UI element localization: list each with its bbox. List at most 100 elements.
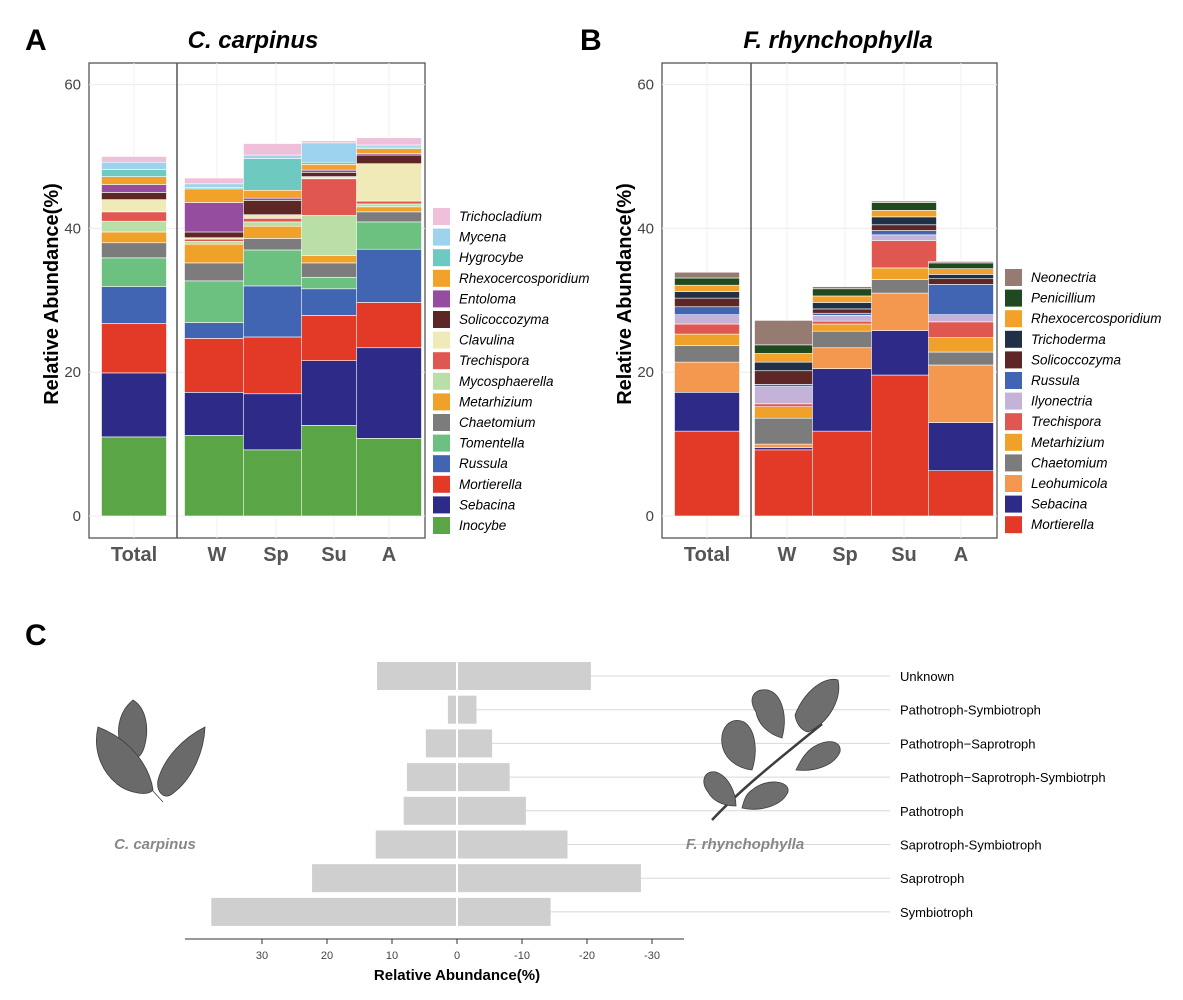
c-x-tick-label: 30 [256,950,268,962]
a-bar-total-sebacina [101,372,167,438]
a-bar-sp-trichocladium [243,143,309,156]
b-legend-swatch [1005,372,1022,389]
b-x-tick-label: W [778,544,797,566]
a-legend-swatch [433,228,450,246]
b-bar-su-solicoccozyma [871,224,937,231]
b-bar-su-ilyonectria [871,234,937,241]
a-legend-label: Entoloma [459,291,517,306]
a-bar-sp-entoloma [243,197,309,201]
b-legend-swatch [1005,289,1022,307]
c-bar-left-3 [406,763,457,792]
c-category-label: Symbiotroph [900,905,973,920]
b-y-tick-label: 40 [637,220,654,237]
a-legend-swatch [433,434,450,452]
c-x-tick-label: -10 [514,950,530,962]
b-legend-swatch [1005,413,1022,431]
panel-a-legend: Trichocladium Mycena Hygrocybe Rhexocercosp… [433,208,590,534]
a-bar-total-trechispora [101,211,167,222]
a-bar-sp-clavulina [243,214,309,219]
b-bar-w-penicillium [754,344,820,354]
a-bar-w-trechispora [184,238,250,242]
a-legend-label: Mortierella [459,477,523,492]
b-bar-total-sebacina [674,392,740,432]
c-bar-left-7 [211,897,457,926]
rhynchophylla-leaf-illustration [703,678,841,821]
b-bar-su-mortierella [871,374,937,517]
a-bar-w-metarhizium [184,243,250,264]
b-bar-a-penicillium [928,262,994,269]
panel-b-y-axis-label: Relative Abundance(%) [614,183,636,405]
b-legend-swatch [1005,433,1022,451]
b-legend-swatch [1005,495,1022,513]
a-bar-w-tomentella [184,280,250,323]
b-x-tick-label: Su [891,544,917,566]
b-bar-total-metarhizium [674,333,740,346]
b-bar-a-trechispora [928,321,994,338]
b-bar-w-trichoderma [754,361,820,372]
b-bar-total-ilyonectria [674,314,740,325]
b-legend-label: Rhexocercosporidium [1031,311,1162,326]
b-bar-su-trichoderma [871,216,937,226]
panel-a-plot: 0 20 40 60 Total W Sp Su A [64,62,426,566]
b-bar-a-mortierella [928,470,994,517]
b-bar-w-russula [754,384,820,387]
a-bar-w-entoloma [184,202,250,233]
b-bar-w-leohumicola [754,443,820,448]
a-bar-sp-mycena [243,154,309,159]
b-legend-swatch [1005,454,1022,472]
species-label-left: C. carpinus [114,836,196,853]
b-bar-a-metarhizium [928,337,994,353]
b-legend-swatch [1005,330,1022,348]
a-legend-swatch [433,496,450,514]
a-bar-sp-sebacina [243,393,309,451]
b-bar-sp-metarhizium [812,323,878,332]
b-legend-label: Russula [1031,373,1080,388]
a-bar-a-clavulina [356,163,422,202]
b-bar-a-rhexocercosporidium [928,268,994,275]
a-legend-swatch [433,249,450,267]
panel-a-letter: A [25,24,47,57]
a-legend-swatch [433,208,450,225]
a-y-tick-label: 60 [64,77,81,94]
a-bar-total-entoloma [101,184,167,193]
b-bar-su-chaetomium [871,279,937,294]
a-bar-total-clavulina [101,199,167,213]
a-bar-sp-hygrocybe [243,158,309,191]
a-legend-swatch [433,269,450,287]
a-bar-total-mycena [101,161,167,170]
a-legend-label: Mycosphaerella [459,374,554,389]
b-legend-label: Solicoccozyma [1031,352,1122,367]
b-bar-su-metarhizium [871,267,937,280]
b-bar-sp-trechispora [812,320,878,325]
b-bar-su-sebacina [871,330,937,376]
a-bar-total-inocybe [101,436,167,517]
a-bar-total-hygrocybe [101,169,167,177]
c-x-tick-label: -30 [644,950,660,962]
b-bar-w-sebacina [754,447,820,451]
a-legend-swatch [433,311,450,328]
c-bar-right-6 [457,864,641,893]
b-legend-label: Sebacina [1031,497,1088,512]
c-bar-left-4 [403,796,457,825]
c-bar-right-2 [457,729,493,758]
c-category-label: Pathotroph−Saprotroph [900,736,1036,751]
a-legend-label: Trechispora [459,353,530,368]
a-x-tick-label: W [208,544,227,566]
a-bar-total-solicoccozyma [101,192,167,200]
a-bar-w-trichocladium [184,177,250,185]
c-x-tick-label: 20 [321,950,333,962]
b-legend-swatch [1005,351,1022,369]
a-bar-a-mycosphaerella [356,203,422,208]
a-bar-w-sebacina [184,392,250,436]
a-legend-label: Metarhizium [459,394,533,409]
a-legend-swatch [433,352,450,370]
a-bar-a-metarhizium [356,206,422,213]
a-bar-su-sebacina [301,360,367,426]
c-category-label: Pathotroph [900,804,964,819]
panel-c-x-axis-label: Relative Abundance(%) [374,967,540,984]
b-bar-su-russula [871,230,937,236]
panel-a: A C. carpinus Relative Abundance(%) 0 20 4… [25,24,590,566]
a-bar-a-mortierella [356,302,422,349]
a-bar-total-metarhizium [101,231,167,244]
